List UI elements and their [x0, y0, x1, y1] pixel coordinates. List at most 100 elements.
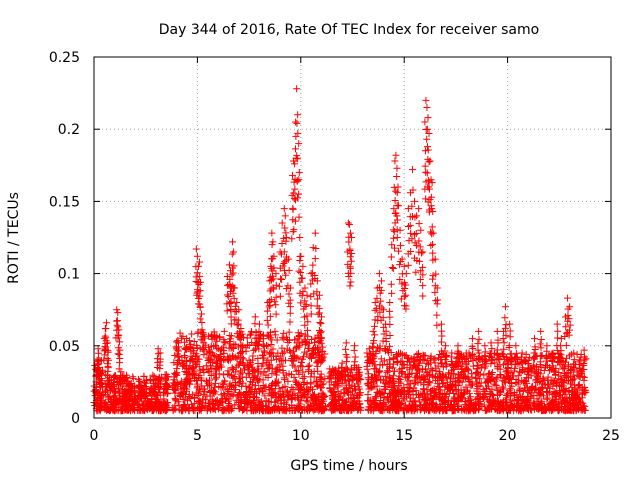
- data-point: [94, 349, 102, 357]
- data-point: [235, 306, 243, 314]
- data-point: [212, 374, 220, 382]
- data-point: [351, 386, 359, 394]
- data-point: [419, 355, 427, 363]
- data-point: [181, 394, 189, 402]
- data-point: [239, 361, 247, 369]
- data-point: [156, 349, 164, 357]
- data-point: [217, 353, 225, 361]
- data-point: [301, 348, 309, 356]
- data-point: [268, 381, 276, 389]
- data-point: [375, 270, 383, 278]
- data-point: [386, 320, 394, 328]
- data-point: [458, 351, 466, 359]
- data-point: [263, 307, 271, 315]
- data-point: [225, 292, 233, 300]
- data-point: [299, 353, 307, 361]
- data-point: [260, 347, 268, 355]
- data-point: [105, 393, 113, 401]
- data-point: [292, 379, 300, 387]
- data-point: [474, 362, 482, 370]
- data-point: [195, 389, 203, 397]
- data-point: [169, 406, 177, 414]
- data-point: [230, 294, 238, 302]
- data-point: [137, 392, 145, 400]
- data-point: [270, 285, 278, 293]
- data-point: [561, 361, 569, 369]
- data-point: [436, 386, 444, 394]
- data-point: [348, 381, 356, 389]
- data-point: [428, 223, 436, 231]
- data-point: [370, 404, 378, 412]
- data-point: [422, 96, 430, 104]
- data-point: [268, 370, 276, 378]
- data-point: [492, 382, 500, 390]
- data-point: [116, 379, 124, 387]
- data-point: [499, 383, 507, 391]
- data-point: [275, 282, 283, 290]
- data-point: [174, 356, 182, 364]
- data-point: [313, 383, 321, 391]
- data-point: [291, 394, 299, 402]
- data-point: [443, 378, 451, 386]
- data-point: [504, 372, 512, 380]
- data-point: [111, 391, 119, 399]
- data-point: [318, 398, 326, 406]
- data-point: [427, 400, 435, 408]
- data-point: [397, 403, 405, 411]
- data-point: [220, 327, 228, 335]
- data-point: [497, 388, 505, 396]
- data-point: [210, 352, 218, 360]
- data-point: [454, 401, 462, 409]
- data-point: [273, 379, 281, 387]
- data-point: [437, 338, 445, 346]
- data-point: [371, 322, 379, 330]
- data-point: [482, 357, 490, 365]
- data-point: [419, 282, 427, 290]
- data-point: [288, 404, 296, 412]
- data-point: [393, 387, 401, 395]
- data-point: [190, 338, 198, 346]
- data-point: [412, 369, 420, 377]
- data-point: [423, 359, 431, 367]
- data-point: [294, 129, 302, 137]
- data-point: [189, 349, 197, 357]
- data-point: [341, 390, 349, 398]
- data-point: [530, 349, 538, 357]
- data-point: [500, 339, 508, 347]
- data-point: [552, 389, 560, 397]
- data-point: [314, 346, 322, 354]
- data-point: [443, 351, 451, 359]
- data-point: [234, 320, 242, 328]
- data-point: [280, 248, 288, 256]
- data-point: [427, 387, 435, 395]
- data-point: [537, 335, 545, 343]
- data-point: [490, 400, 498, 408]
- data-point: [437, 320, 445, 328]
- data-point: [507, 368, 515, 376]
- data-point: [240, 398, 248, 405]
- data-point: [256, 398, 264, 406]
- y-tick-label: 0.15: [49, 194, 80, 210]
- data-point: [465, 400, 473, 408]
- data-point: [431, 359, 439, 367]
- data-point: [488, 385, 496, 393]
- data-point: [549, 397, 557, 405]
- data-point: [370, 353, 378, 361]
- x-tick-label: 5: [193, 428, 202, 444]
- data-point: [355, 383, 363, 391]
- data-point: [293, 342, 301, 350]
- data-point: [272, 368, 280, 376]
- data-point: [346, 282, 354, 290]
- data-point: [272, 270, 280, 278]
- data-point: [524, 406, 532, 414]
- data-point: [280, 402, 288, 410]
- data-point: [220, 338, 228, 346]
- data-point: [389, 364, 397, 372]
- data-point: [179, 332, 187, 340]
- data-point: [492, 375, 500, 383]
- data-point: [286, 309, 294, 317]
- data-point: [386, 332, 394, 340]
- data-point: [104, 356, 112, 364]
- data-point: [480, 401, 488, 409]
- data-point: [462, 383, 470, 391]
